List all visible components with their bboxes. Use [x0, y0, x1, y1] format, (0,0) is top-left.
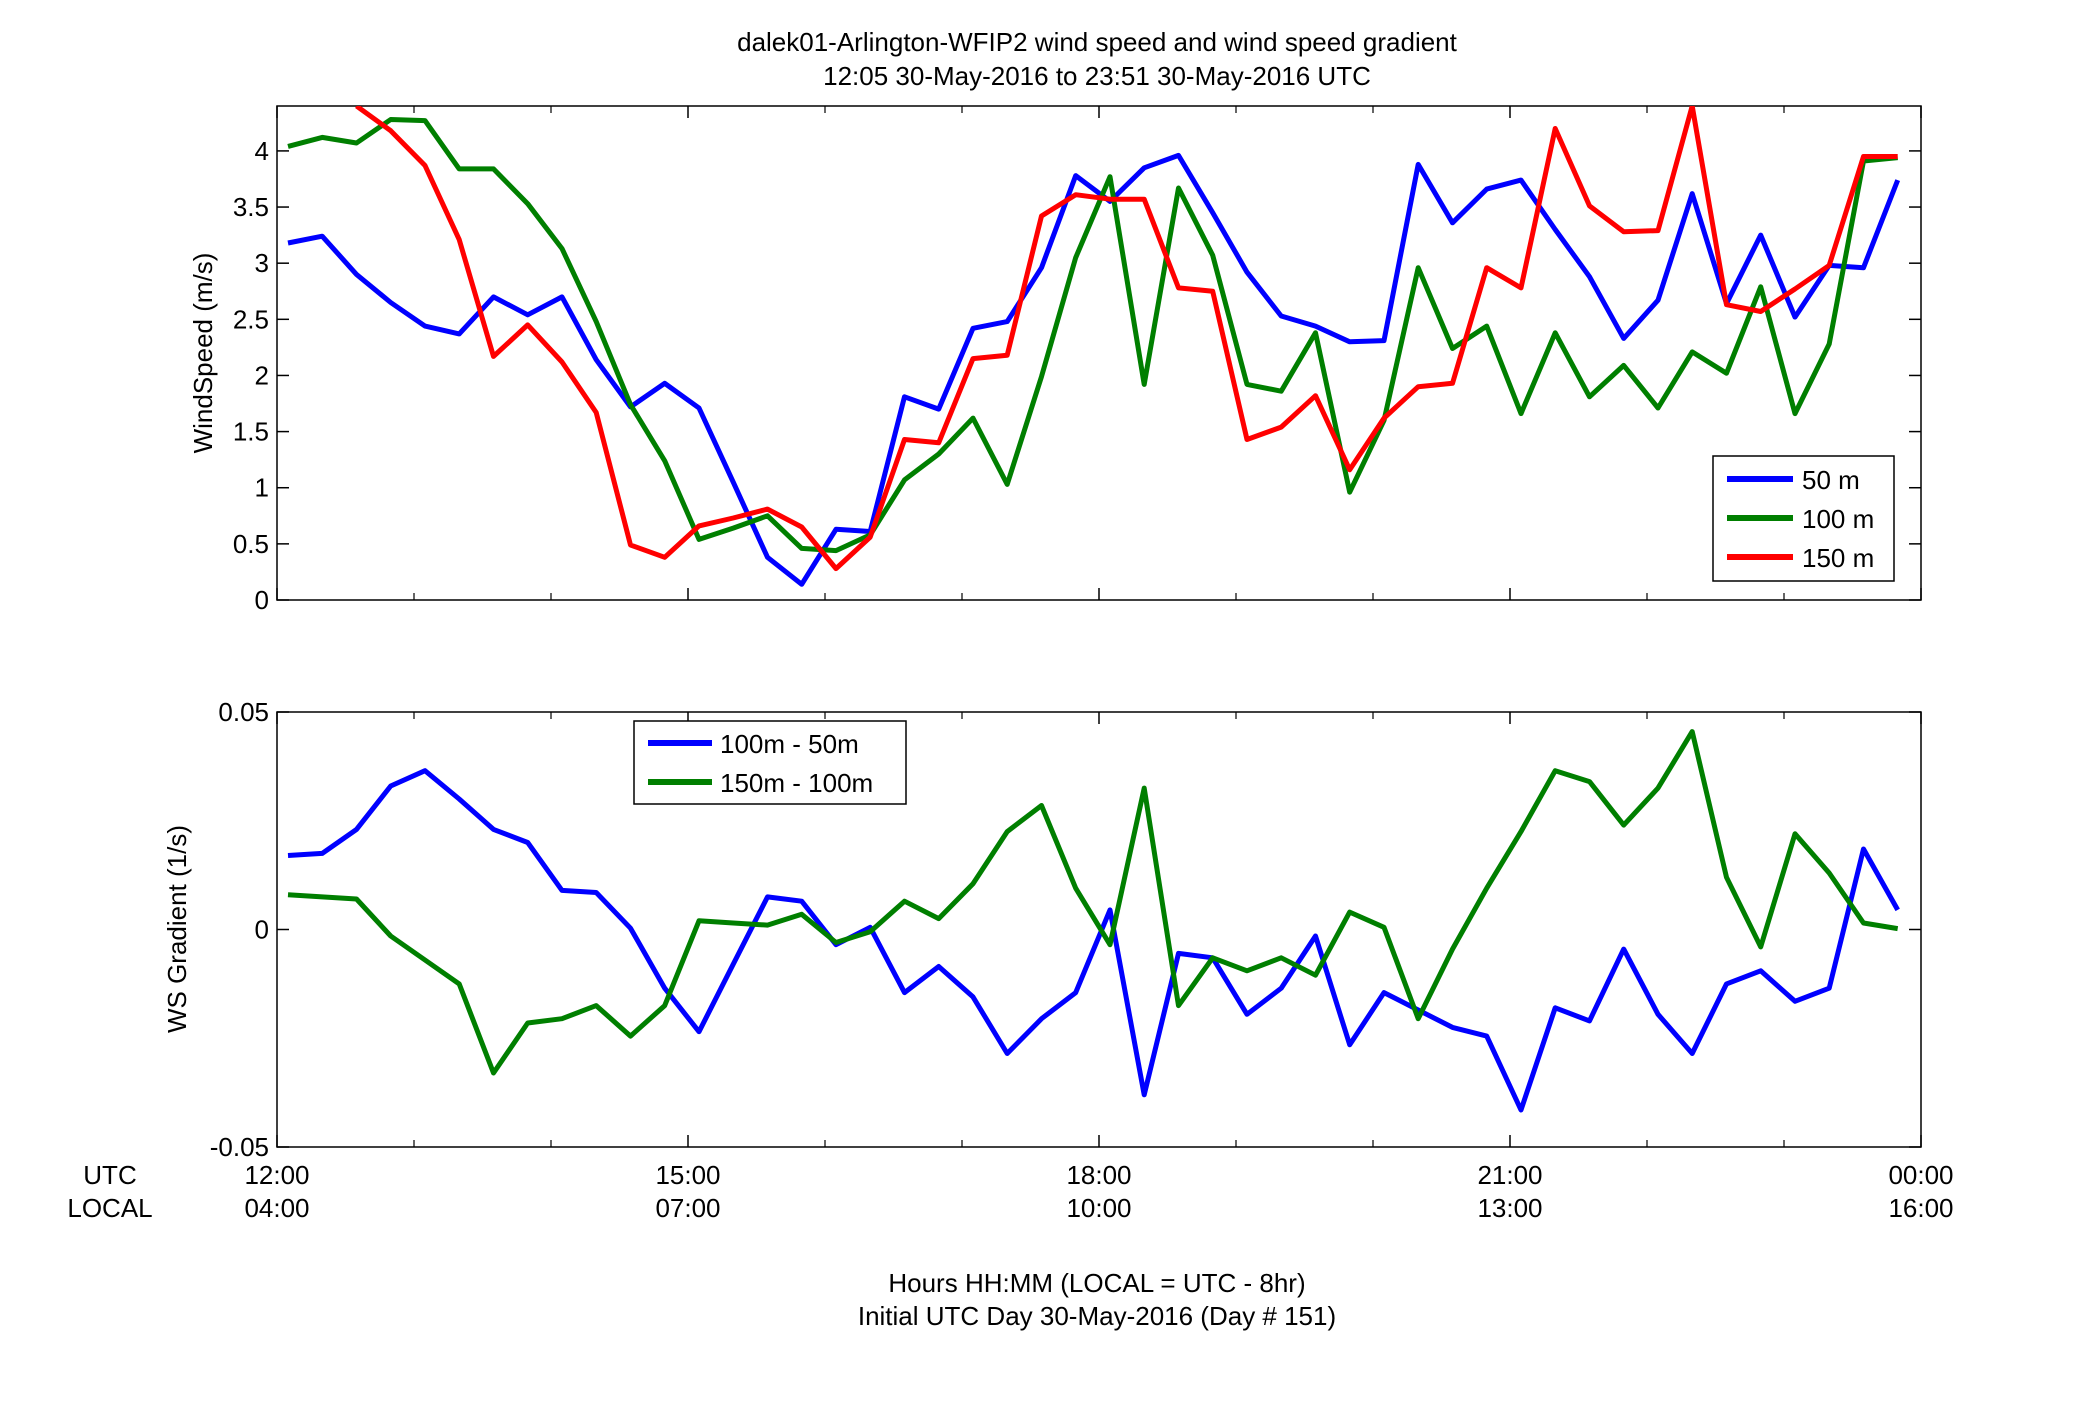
ws-gradient-y-tick-label-0: -0.05 [210, 1132, 269, 1162]
ws-gradient-y-axis-label: WS Gradient (1/s) [162, 825, 192, 1033]
x-tick-label-local-1: 07:00 [655, 1193, 720, 1223]
wind-speed-legend: 50 m 100 m 150 m [1712, 455, 1895, 582]
legend-label-100m-50m: 100m - 50m [720, 729, 859, 759]
x-tick-label-utc-2: 18:00 [1066, 1160, 1131, 1190]
x-axis-label-line1: Hours HH:MM (LOCAL = UTC - 8hr) [888, 1268, 1305, 1298]
wind-speed-y-axis-label: WindSpeed (m/s) [188, 253, 218, 454]
x-tick-label-local-0: 04:00 [244, 1193, 309, 1223]
x-tick-label-utc-1: 15:00 [655, 1160, 720, 1190]
ws-gradient-legend-box [633, 720, 907, 805]
row-label-utc: UTC [83, 1160, 136, 1190]
wind-speed-y-tick-label-5: 2.5 [233, 304, 269, 334]
wind-speed-y-ticks: 0 0.5 1 1.5 2 2.5 3 3.5 4 [233, 136, 1921, 615]
wind-speed-y-tick-label-0: 0 [255, 585, 269, 615]
wind-speed-panel: 0 0.5 1 1.5 2 2.5 3 3.5 4 WindSpeed (m/s) 50 m 1… [188, 105, 1922, 615]
ws-gradient-y-ticks: -0.05 0 0.05 [210, 697, 1921, 1162]
wind-speed-line-100m [287, 117, 1898, 554]
figure-title-line2: 12:05 30-May-2016 to 23:51 30-May-2016 U… [823, 61, 1371, 91]
wind-speed-y-tick-label-3: 1.5 [233, 417, 269, 447]
figure-title-line1: dalek01-Arlington-WFIP2 wind speed and w… [737, 27, 1458, 57]
wind-speed-y-tick-label-7: 3.5 [233, 192, 269, 222]
x-tick-label-utc-0: 12:00 [244, 1160, 309, 1190]
legend-label-50m: 50 m [1802, 465, 1860, 495]
wind-speed-series [287, 106, 1901, 587]
wind-speed-x-ticks [276, 106, 1922, 600]
row-label-local: LOCAL [67, 1193, 152, 1223]
x-tick-label-utc-4: 00:00 [1888, 1160, 1953, 1190]
wind-speed-line-150m [355, 106, 1898, 572]
x-tick-label-local-4: 16:00 [1888, 1193, 1953, 1223]
x-tick-label-local-2: 10:00 [1066, 1193, 1131, 1223]
legend-label-150m: 150 m [1802, 543, 1874, 573]
x-tick-label-local-3: 13:00 [1477, 1193, 1542, 1223]
ws-gradient-line-150m-100m [287, 729, 1899, 1076]
x-axis-label-line2: Initial UTC Day 30-May-2016 (Day # 151) [858, 1301, 1336, 1331]
legend-label-100m: 100 m [1802, 504, 1874, 534]
ws-gradient-y-tick-label-2: 0.05 [218, 697, 269, 727]
ws-gradient-panel: -0.05 0 0.05 WS Gradient (1/s) 100m - 50m … [162, 697, 1922, 1162]
x-tick-label-utc-3: 21:00 [1477, 1160, 1542, 1190]
ws-gradient-line-100m-50m [287, 768, 1900, 1113]
ws-gradient-series [287, 729, 1900, 1113]
wind-speed-y-tick-label-2: 1 [255, 473, 269, 503]
wind-speed-y-tick-label-4: 2 [255, 360, 269, 390]
wind-speed-line-50m [287, 152, 1901, 587]
legend-label-150m-100m: 150m - 100m [720, 768, 873, 798]
wind-speed-y-tick-label-1: 0.5 [233, 529, 269, 559]
wind-speed-y-tick-label-8: 4 [255, 136, 269, 166]
ws-gradient-y-tick-label-1: 0 [255, 915, 269, 945]
ws-gradient-legend: 100m - 50m 150m - 100m [633, 720, 907, 805]
wind-speed-y-tick-label-6: 3 [255, 248, 269, 278]
